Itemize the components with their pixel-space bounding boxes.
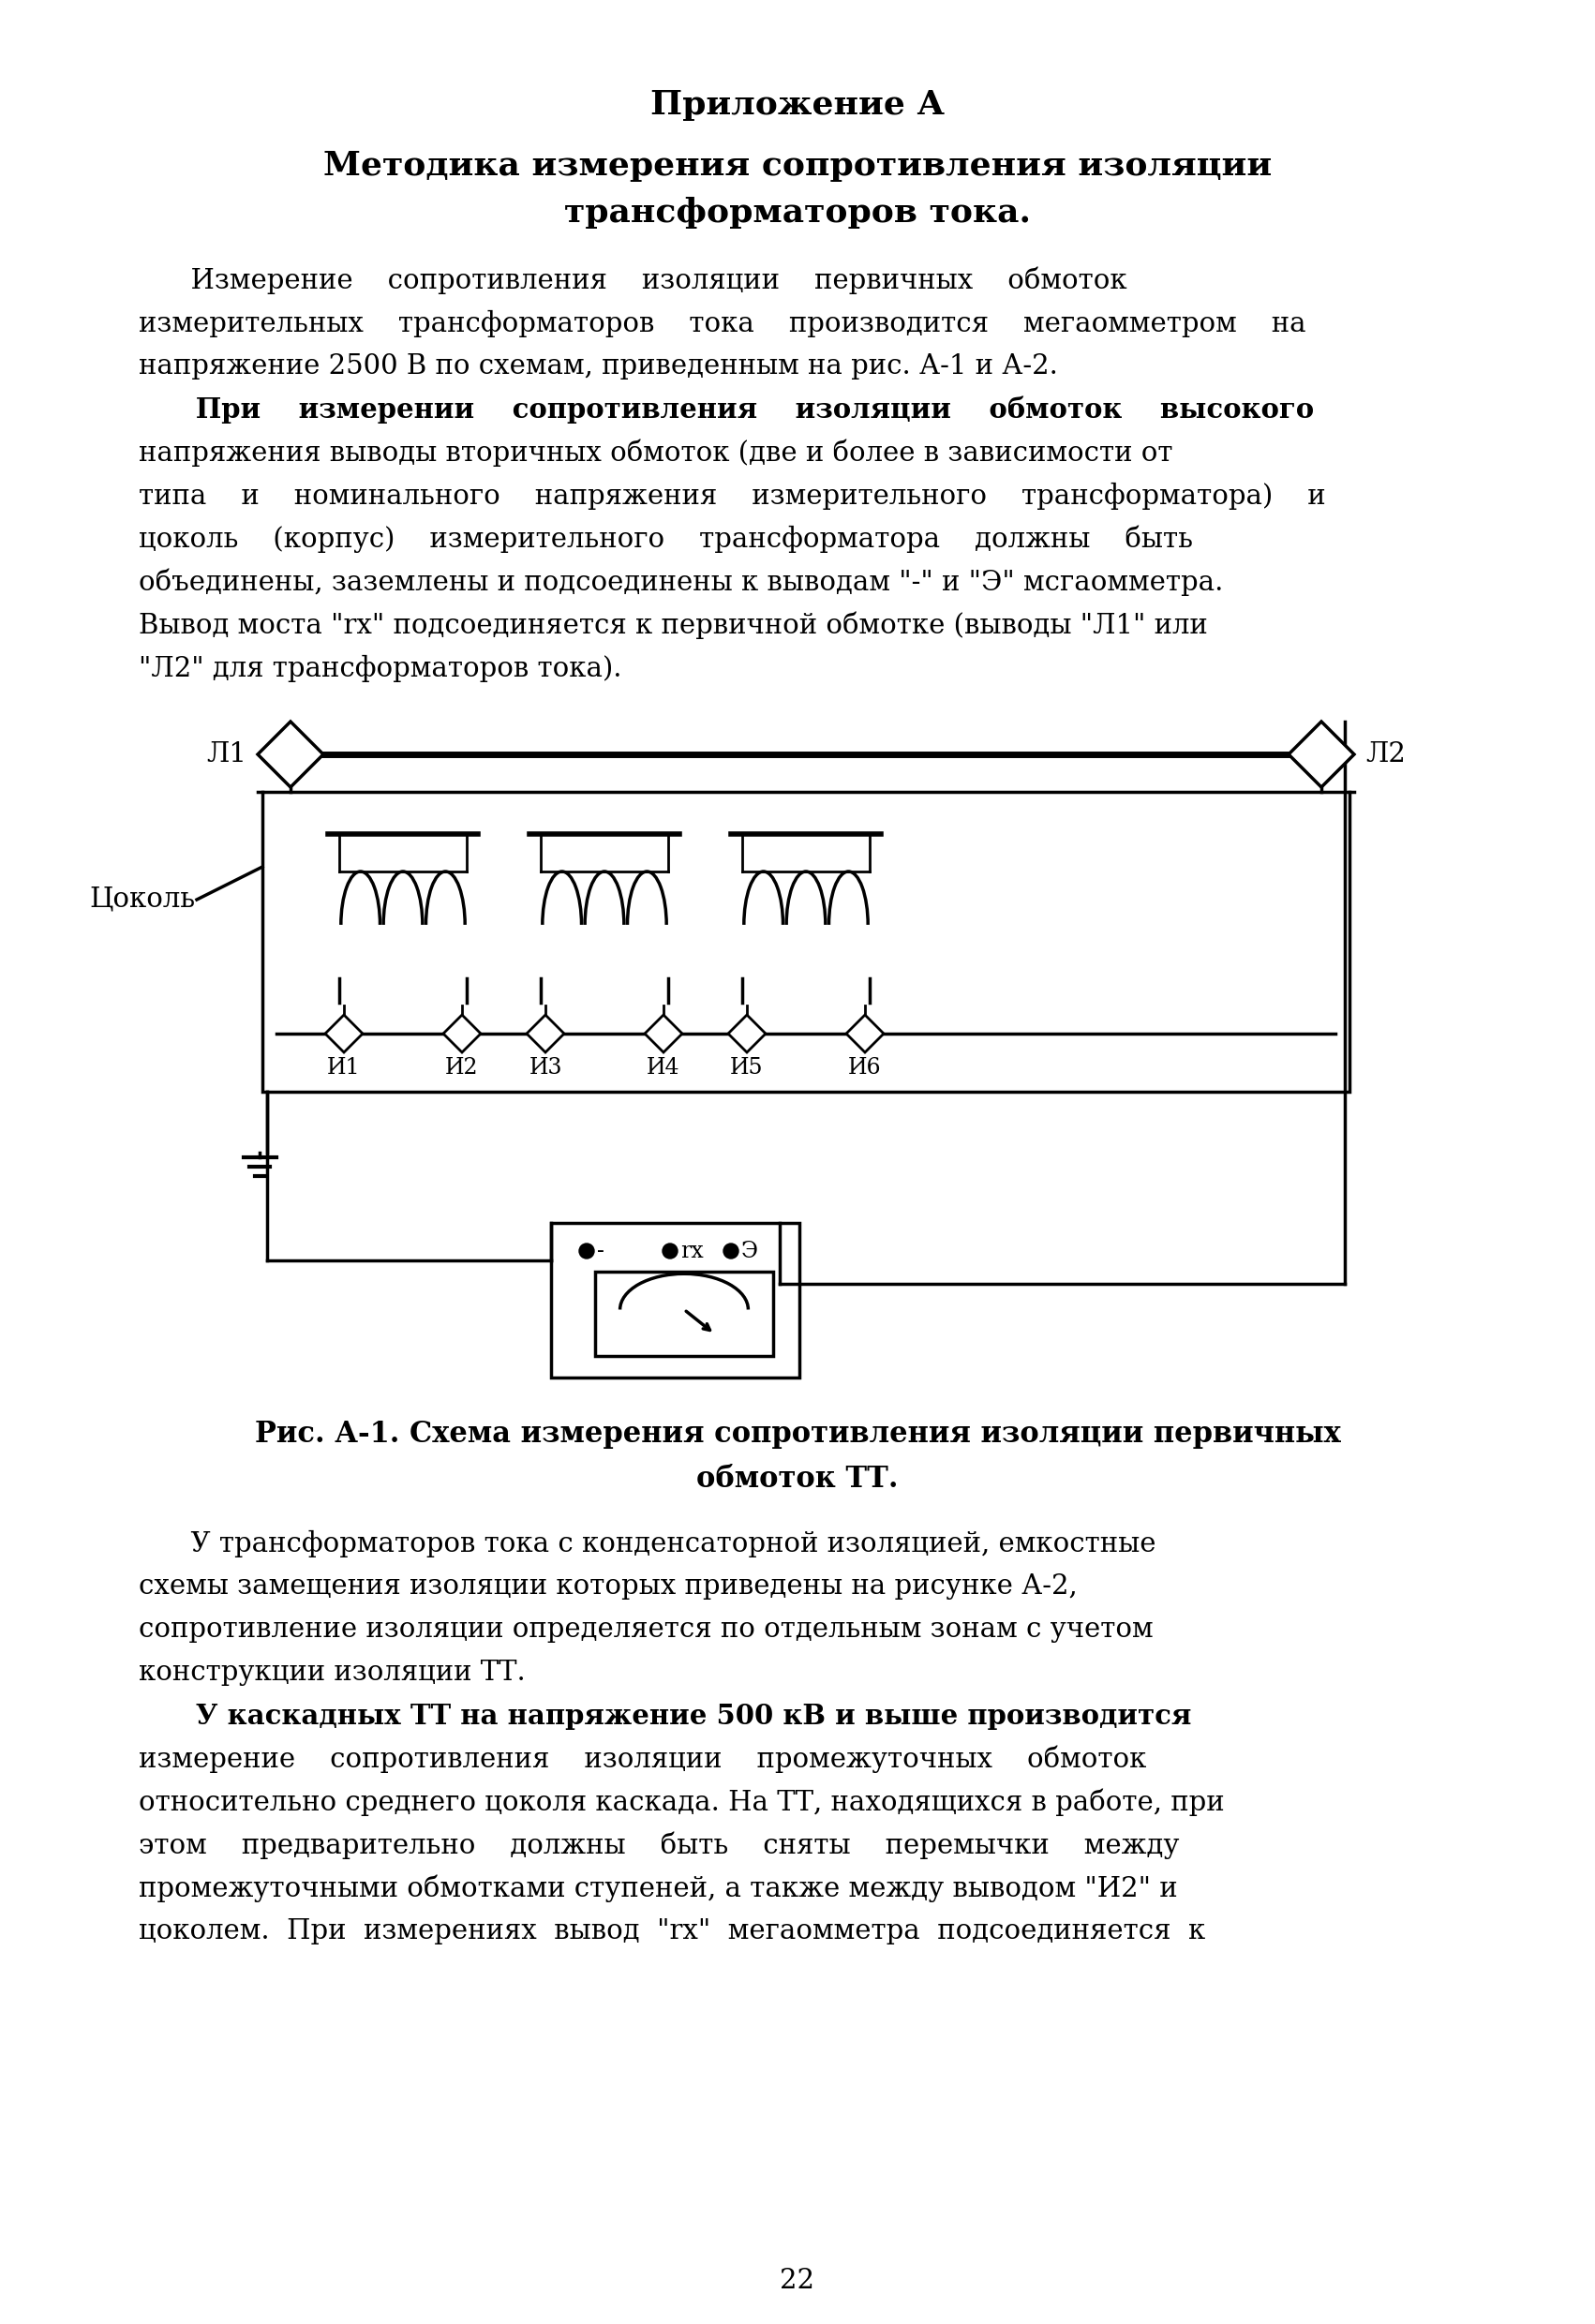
Bar xyxy=(263,792,1349,1092)
Text: -: - xyxy=(597,1241,605,1262)
Text: Л1: Л1 xyxy=(206,741,247,767)
Text: измерительных    трансформаторов    тока    производится    мегаомметром    на: измерительных трансформаторов тока произ… xyxy=(139,309,1306,337)
Text: При    измерении    сопротивления    изоляции    обмоток    высокого: При измерении сопротивления изоляции обм… xyxy=(139,397,1314,423)
Polygon shape xyxy=(443,1016,480,1053)
Text: конструкции изоляции ТТ.: конструкции изоляции ТТ. xyxy=(139,1659,525,1685)
Polygon shape xyxy=(1289,720,1354,788)
Polygon shape xyxy=(258,720,324,788)
Polygon shape xyxy=(729,1016,766,1053)
Bar xyxy=(550,1222,799,1378)
Text: И3: И3 xyxy=(530,1057,561,1078)
Text: Цоколь: Цоколь xyxy=(89,885,195,913)
Text: трансформаторов тока.: трансформаторов тока. xyxy=(565,198,1030,228)
Text: У каскадных ТТ на напряжение 500 кВ и выше производится: У каскадных ТТ на напряжение 500 кВ и вы… xyxy=(139,1703,1191,1729)
Text: rх: rх xyxy=(681,1241,703,1262)
Text: Приложение А: Приложение А xyxy=(651,88,944,121)
Text: Рис. А-1. Схема измерения сопротивления изоляции первичных: Рис. А-1. Схема измерения сопротивления … xyxy=(255,1420,1340,1448)
Text: И6: И6 xyxy=(849,1057,882,1078)
Text: сопротивление изоляции определяется по отдельным зонам с учетом: сопротивление изоляции определяется по о… xyxy=(139,1618,1153,1643)
Text: Вывод моста "rх" подсоединяется к первичной обмотке (выводы "Л1" или: Вывод моста "rх" подсоединяется к первич… xyxy=(139,611,1207,639)
Text: У трансформаторов тока с конденсаторной изоляцией, емкостные: У трансформаторов тока с конденсаторной … xyxy=(139,1529,1156,1557)
Polygon shape xyxy=(325,1016,362,1053)
Text: напряжение 2500 В по схемам, приведенным на рис. А-1 и А-2.: напряжение 2500 В по схемам, приведенным… xyxy=(139,353,1057,379)
Circle shape xyxy=(662,1243,678,1260)
Text: Методика измерения сопротивления изоляции: Методика измерения сопротивления изоляци… xyxy=(324,151,1271,181)
Text: Л2: Л2 xyxy=(1365,741,1405,767)
Polygon shape xyxy=(526,1016,565,1053)
Text: относительно среднего цоколя каскада. На ТТ, находящихся в работе, при: относительно среднего цоколя каскада. На… xyxy=(139,1789,1225,1817)
Text: "Л2" для трансформаторов тока).: "Л2" для трансформаторов тока). xyxy=(139,655,622,683)
Text: Измерение    сопротивления    изоляции    первичных    обмоток: Измерение сопротивления изоляции первичн… xyxy=(139,267,1128,295)
Text: 22: 22 xyxy=(780,2268,815,2294)
Text: И2: И2 xyxy=(445,1057,478,1078)
Text: И5: И5 xyxy=(731,1057,764,1078)
Text: И4: И4 xyxy=(648,1057,679,1078)
Text: обмоток ТТ.: обмоток ТТ. xyxy=(697,1464,898,1494)
Text: промежуточными обмотками ступеней, а также между выводом "И2" и: промежуточными обмотками ступеней, а так… xyxy=(139,1875,1177,1903)
Polygon shape xyxy=(644,1016,683,1053)
Text: Э: Э xyxy=(742,1241,758,1262)
Text: типа    и    номинального    напряжения    измерительного    трансформатора)    : типа и номинального напряжения измерител… xyxy=(139,483,1325,509)
Bar xyxy=(595,1271,774,1355)
Text: схемы замещения изоляции которых приведены на рисунке А-2,: схемы замещения изоляции которых приведе… xyxy=(139,1573,1078,1599)
Polygon shape xyxy=(847,1016,884,1053)
Text: этом    предварительно    должны    быть    сняты    перемычки    между: этом предварительно должны быть сняты пе… xyxy=(139,1831,1179,1859)
Text: напряжения выводы вторичных обмоток (две и более в зависимости от: напряжения выводы вторичных обмоток (две… xyxy=(139,439,1172,467)
Circle shape xyxy=(724,1243,738,1260)
Text: объединены, заземлены и подсоединены к выводам "-" и "Э" мсгаомметра.: объединены, заземлены и подсоединены к в… xyxy=(139,569,1223,597)
Text: цоколем.  При  измерениях  вывод  "rх"  мегаомметра  подсоединяется  к: цоколем. При измерениях вывод "rх" мегао… xyxy=(139,1917,1206,1945)
Text: И1: И1 xyxy=(327,1057,360,1078)
Text: измерение    сопротивления    изоляции    промежуточных    обмоток: измерение сопротивления изоляции промежу… xyxy=(139,1745,1147,1773)
Circle shape xyxy=(579,1243,595,1260)
Text: цоколь    (корпус)    измерительного    трансформатора    должны    быть: цоколь (корпус) измерительного трансформ… xyxy=(139,525,1193,553)
